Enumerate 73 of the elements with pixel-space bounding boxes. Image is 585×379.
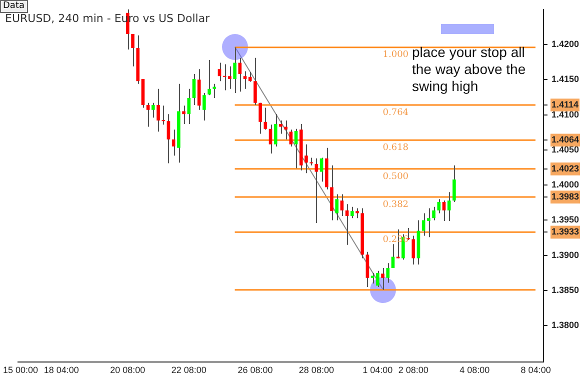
x-tick-label: 8 04:00 [520,365,551,376]
candlestick [289,129,293,147]
x-tick-label: 4 08:00 [460,365,490,376]
annotation: 0.500 [382,172,409,182]
candlestick [279,120,282,134]
candlestick [146,102,150,128]
x-tick-label: 22 08:00 [171,365,206,376]
annotation: 0.764 [382,108,409,118]
candlestick [212,83,216,98]
y-tick-label: 1.4050 [551,144,580,154]
candlestick [254,57,257,106]
candlestick [356,208,359,219]
y-tick-label: 1.3800 [551,320,580,330]
candlestick [412,235,416,266]
candlestick [192,74,196,106]
y-tick-label: 1.4150 [551,74,580,84]
candlestick [452,164,456,202]
candlestick [350,206,354,219]
candlestick [427,208,430,238]
candlestick [442,200,446,222]
candlestick [218,62,222,82]
candlestick [258,102,262,134]
y-tick-label: 1.4200 [551,39,580,50]
y-tick-label: 1.4114 [551,99,579,110]
y-tick-label: 1.4000 [551,180,580,190]
candlestick [233,46,236,94]
annotation: 0.618 [382,142,409,153]
annotation: 1.000 [382,50,409,60]
y-tick-label: 1.3900 [551,250,580,260]
candlestick [376,270,380,288]
candlestick [187,88,191,124]
y-tick-label: 1.3933 [551,226,580,237]
candlestick [381,268,384,290]
y-tick-label: 1.3983 [551,192,580,202]
candlestick [268,124,272,154]
candlestick [447,192,451,222]
x-tick-label: 15 00:00 [3,365,38,376]
candlestick [335,194,339,221]
candlestick [202,92,206,121]
candlestick [310,157,313,166]
x-tick-label: 26 08:00 [238,365,273,376]
candlestick [437,198,441,214]
candlestick [243,70,247,90]
candlestick [248,71,252,82]
candlestick [366,251,370,288]
x-tick-label: 2 08:00 [398,365,428,376]
candlestick [172,129,176,156]
y-tick-label: 1.3950 [551,214,580,225]
candlestick [264,107,268,130]
candlestick [330,164,334,221]
annotation: place your stop all the way above the swing high [412,44,527,95]
y-tick-label: 1.4064 [551,134,580,145]
candlestick [422,212,426,236]
x-tick-label: 18 04:00 [44,365,79,376]
candlestick [386,262,390,284]
candlestick [294,128,298,169]
candlestick [182,105,186,124]
candlestick [284,120,288,140]
y-tick-label: 1.4100 [551,109,580,120]
x-tick-label: 28 08:00 [298,365,334,376]
candlestick [340,194,344,217]
candlestick [131,34,134,67]
y-tick-label: 1.4023 [551,163,580,174]
x-tick-label: 1 04:00 [362,365,393,376]
candlestick [432,206,436,221]
y-tick-label: 1.3850 [551,285,580,295]
x-tick-label: 20 08:00 [110,365,146,376]
annotation: 0.382 [382,200,409,210]
annotation: Data [0,0,28,13]
candlestick [152,102,155,118]
candlestick [274,114,278,147]
candlestick [208,60,211,96]
candlestick [166,114,170,164]
